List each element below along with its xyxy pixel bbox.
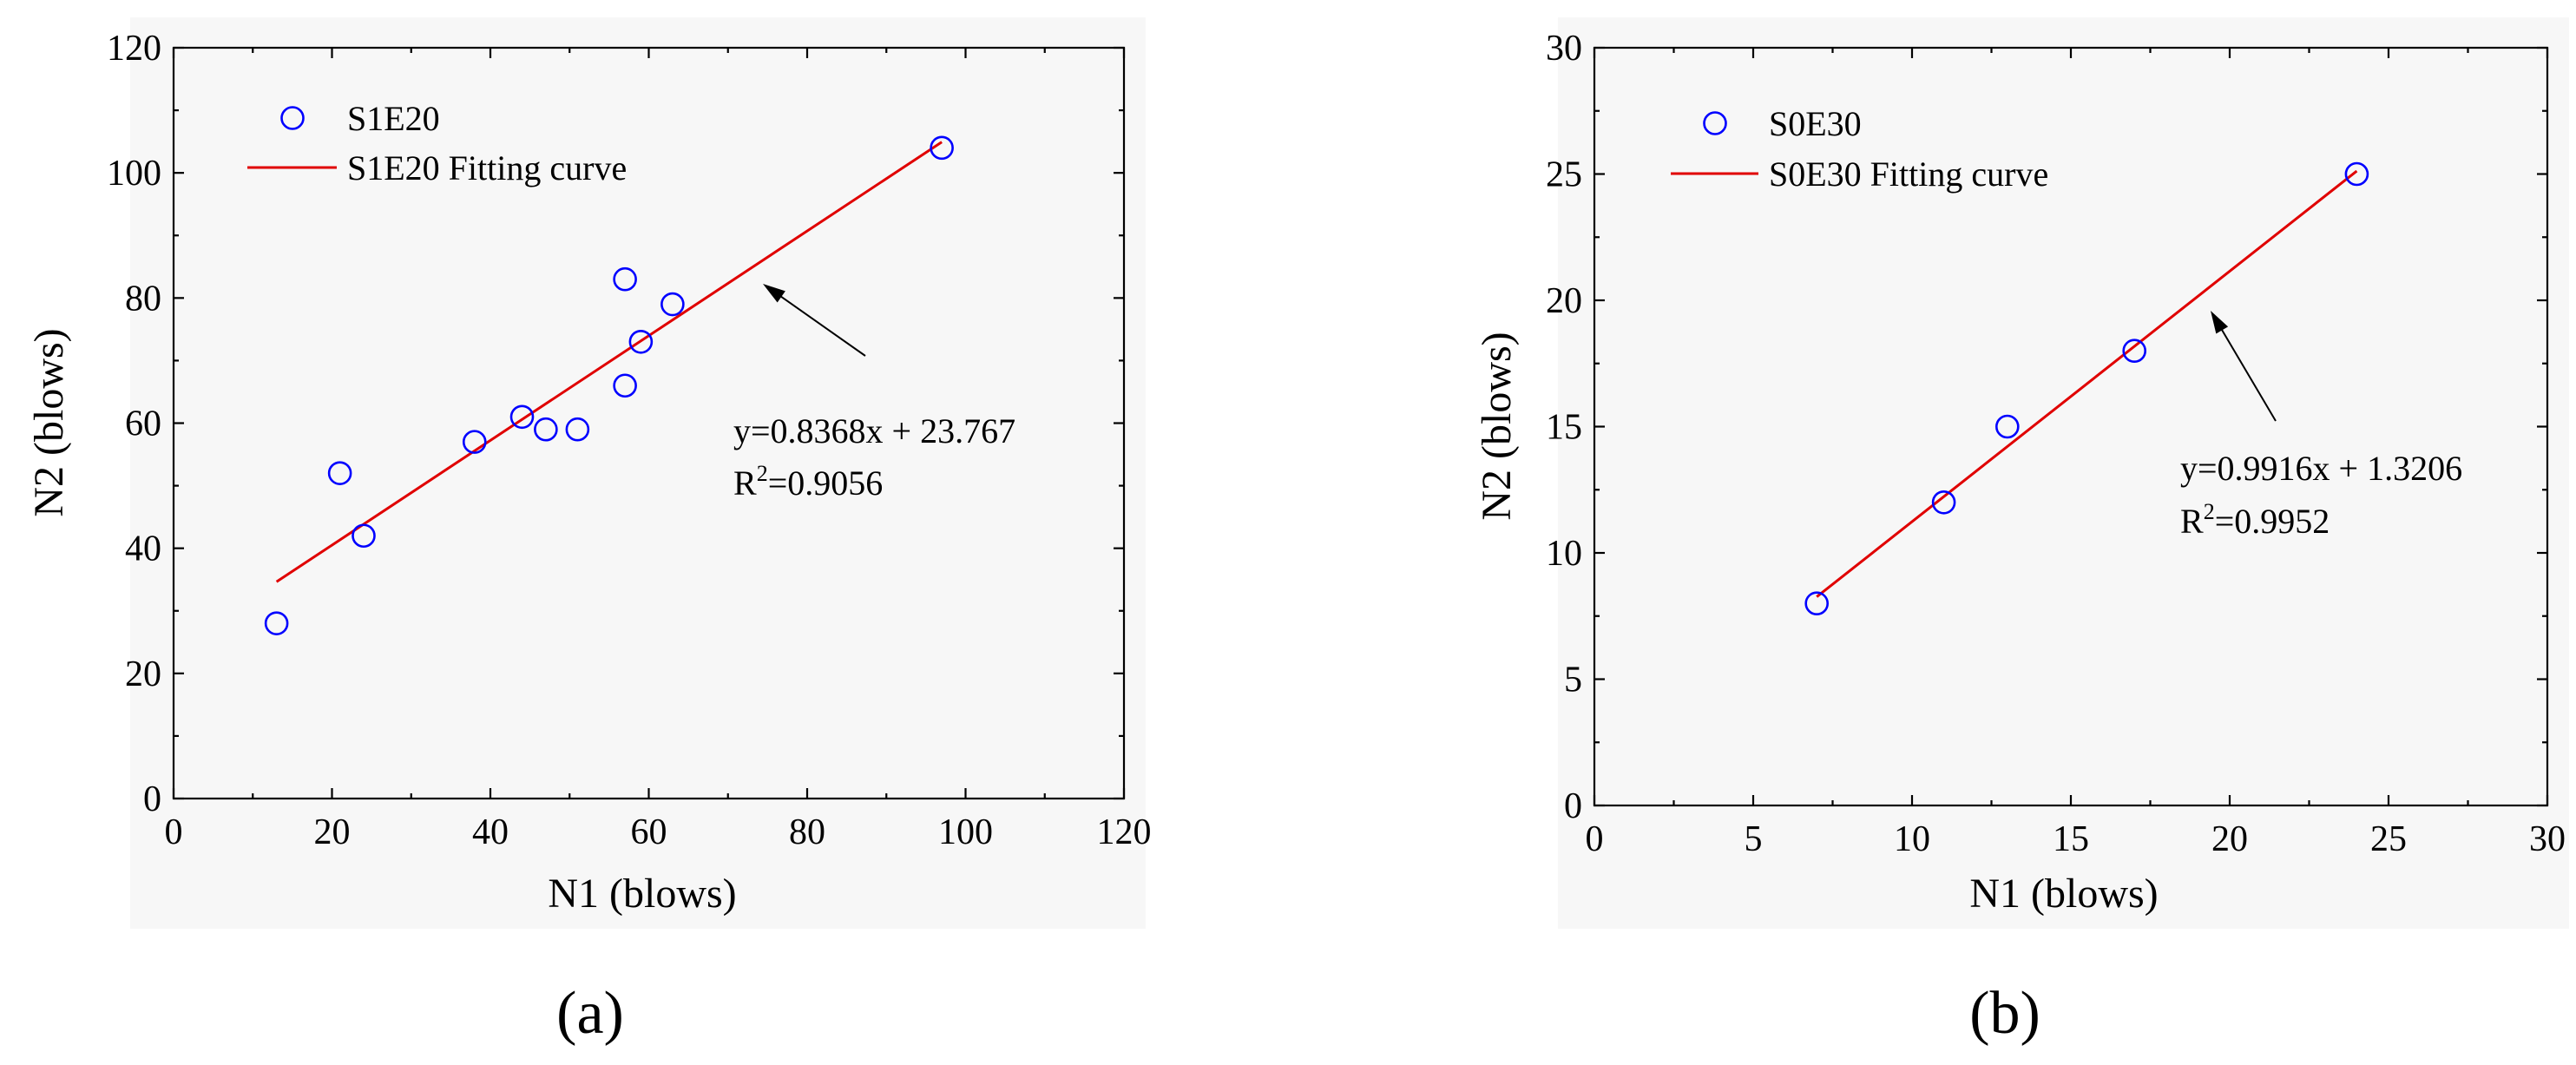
data-point <box>930 135 954 161</box>
annotation-arrow <box>2218 325 2277 422</box>
data-point <box>327 461 352 485</box>
x-tick-label: 0 <box>165 812 183 852</box>
y-tick-label: 120 <box>107 29 161 69</box>
data-point <box>509 404 535 430</box>
data-point <box>565 417 590 442</box>
x-tick-label: 5 <box>1745 819 1763 859</box>
annotation-arrow <box>777 293 866 357</box>
x-tick-label: 25 <box>2370 819 2407 859</box>
y-axis-label: N2 (blows) <box>26 328 72 516</box>
legend-label-fit: S0E30 Fitting curve <box>1769 154 2048 194</box>
y-tick-label: 10 <box>1546 534 1582 574</box>
x-axis-label: N1 (blows) <box>548 871 736 917</box>
x-tick-label: 10 <box>1894 819 1930 859</box>
fit-equation: y=0.8368x + 23.767 <box>733 411 1015 450</box>
r-squared: R2=0.9056 <box>733 461 883 503</box>
x-tick-label: 40 <box>472 812 509 852</box>
y-tick-label: 20 <box>125 654 161 694</box>
r-squared-value: =0.9952 <box>2215 502 2330 541</box>
x-tick-label: 100 <box>938 812 993 852</box>
fit-equation: y=0.9916x + 1.3206 <box>2180 449 2462 488</box>
plot-background <box>1558 17 2569 929</box>
data-point <box>628 329 654 354</box>
r-squared-value: =0.9056 <box>768 463 884 503</box>
x-tick-label: 120 <box>1097 812 1152 852</box>
data-point <box>660 292 685 317</box>
y-tick-label: 0 <box>1564 786 1582 826</box>
data-point <box>352 523 376 549</box>
y-tick-label: 100 <box>107 154 161 194</box>
fitting-curve <box>1816 169 2358 598</box>
y-tick-label: 25 <box>1546 155 1582 195</box>
r-squared-letter: R <box>2180 502 2204 541</box>
panel-a: 0 20 40 60 80 100 120 0 20 40 60 80 100 120 S1E20 S1E20… <box>26 17 1152 1047</box>
annotation-arrowhead <box>763 284 785 303</box>
legend-label-series: S0E30 <box>1769 104 1862 143</box>
data-point <box>1995 414 2020 439</box>
fitting-curve <box>275 141 943 583</box>
legend-label-series: S1E20 <box>347 99 440 138</box>
legend-label-fit: S1E20 Fitting curve <box>347 148 627 187</box>
data-point <box>264 611 289 635</box>
data-point <box>613 266 637 292</box>
y-tick-label: 30 <box>1546 29 1582 69</box>
annotation-arrowhead <box>2211 311 2229 334</box>
y-axis-label: N2 (blows) <box>1474 332 1520 520</box>
data-point <box>613 373 637 398</box>
x-tick-label: 20 <box>2211 819 2248 859</box>
legend-marker <box>1703 111 1727 135</box>
r-squared: R2=0.9952 <box>2180 499 2330 541</box>
data-point <box>534 417 558 442</box>
y-tick-label: 80 <box>125 279 161 319</box>
x-tick-label: 80 <box>789 812 825 852</box>
data-point <box>2122 339 2146 364</box>
panel-label: (a) <box>556 980 624 1047</box>
y-tick-label: 15 <box>1546 408 1582 448</box>
r-squared-sup: 2 <box>757 461 768 486</box>
x-tick-label: 30 <box>2529 819 2566 859</box>
y-tick-label: 20 <box>1546 281 1582 321</box>
x-tick-label: 60 <box>631 812 667 852</box>
x-tick-label: 20 <box>314 812 351 852</box>
plot-background <box>130 17 1146 929</box>
data-point <box>2344 161 2369 187</box>
y-tick-label: 0 <box>143 779 161 819</box>
y-tick-label: 60 <box>125 404 161 444</box>
legend-marker <box>280 106 305 130</box>
x-tick-label: 0 <box>1586 819 1604 859</box>
panel-b: 0 5 10 15 20 25 30 0 5 10 15 20 25 30 S0E30 S0E30 Fitti… <box>1474 17 2569 1047</box>
data-point <box>1804 591 1829 616</box>
panel-label: (b) <box>1969 980 2040 1047</box>
data-point <box>462 430 487 454</box>
x-tick-label: 15 <box>2053 819 2089 859</box>
x-axis-label: N1 (blows) <box>1969 871 2158 917</box>
y-tick-label: 40 <box>125 529 161 569</box>
r-squared-letter: R <box>733 463 757 503</box>
r-squared-sup: 2 <box>2204 499 2215 524</box>
data-point <box>1931 490 1956 515</box>
y-tick-label: 5 <box>1564 661 1582 700</box>
